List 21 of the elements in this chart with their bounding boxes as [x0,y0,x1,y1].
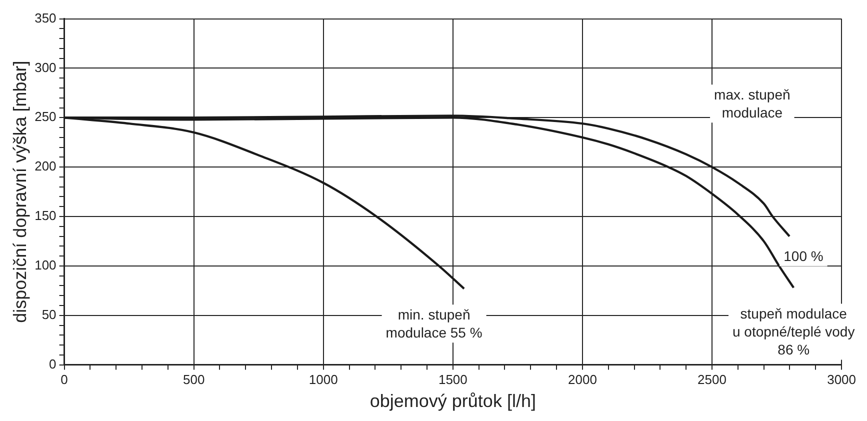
annotation: stupeň modulace u otopné/teplé vody 86 % [732,306,855,358]
annotation: max. stupeň modulace [714,86,790,120]
y-tick-label: 300 [34,60,56,75]
y-tick-label: 200 [34,158,56,174]
x-tick-label: 3000 [827,372,856,388]
x-tick-label: 2500 [698,372,726,388]
annotation: 100 % [784,248,824,264]
x-tick-label: 500 [182,372,205,388]
y-tick-label: 50 [42,306,56,322]
y-tick-label: 0 [49,356,56,372]
x-axis-title: objemový průtok [l/h] [370,391,536,412]
x-tick-label: 1500 [438,372,468,388]
y-axis-title: dispoziční dopravní výška [mbar] [10,60,30,323]
x-tick-label: 0 [60,372,68,388]
y-tick-label: 250 [34,109,56,124]
x-tick-label: 1000 [308,372,338,388]
y-tick-label: 100 [34,258,56,273]
annotation: min. stupeň modulace 55 % [386,306,482,341]
y-tick-label: 150 [34,208,56,224]
y-tick-label: 350 [34,10,56,26]
x-tick-label: 2000 [568,372,597,388]
